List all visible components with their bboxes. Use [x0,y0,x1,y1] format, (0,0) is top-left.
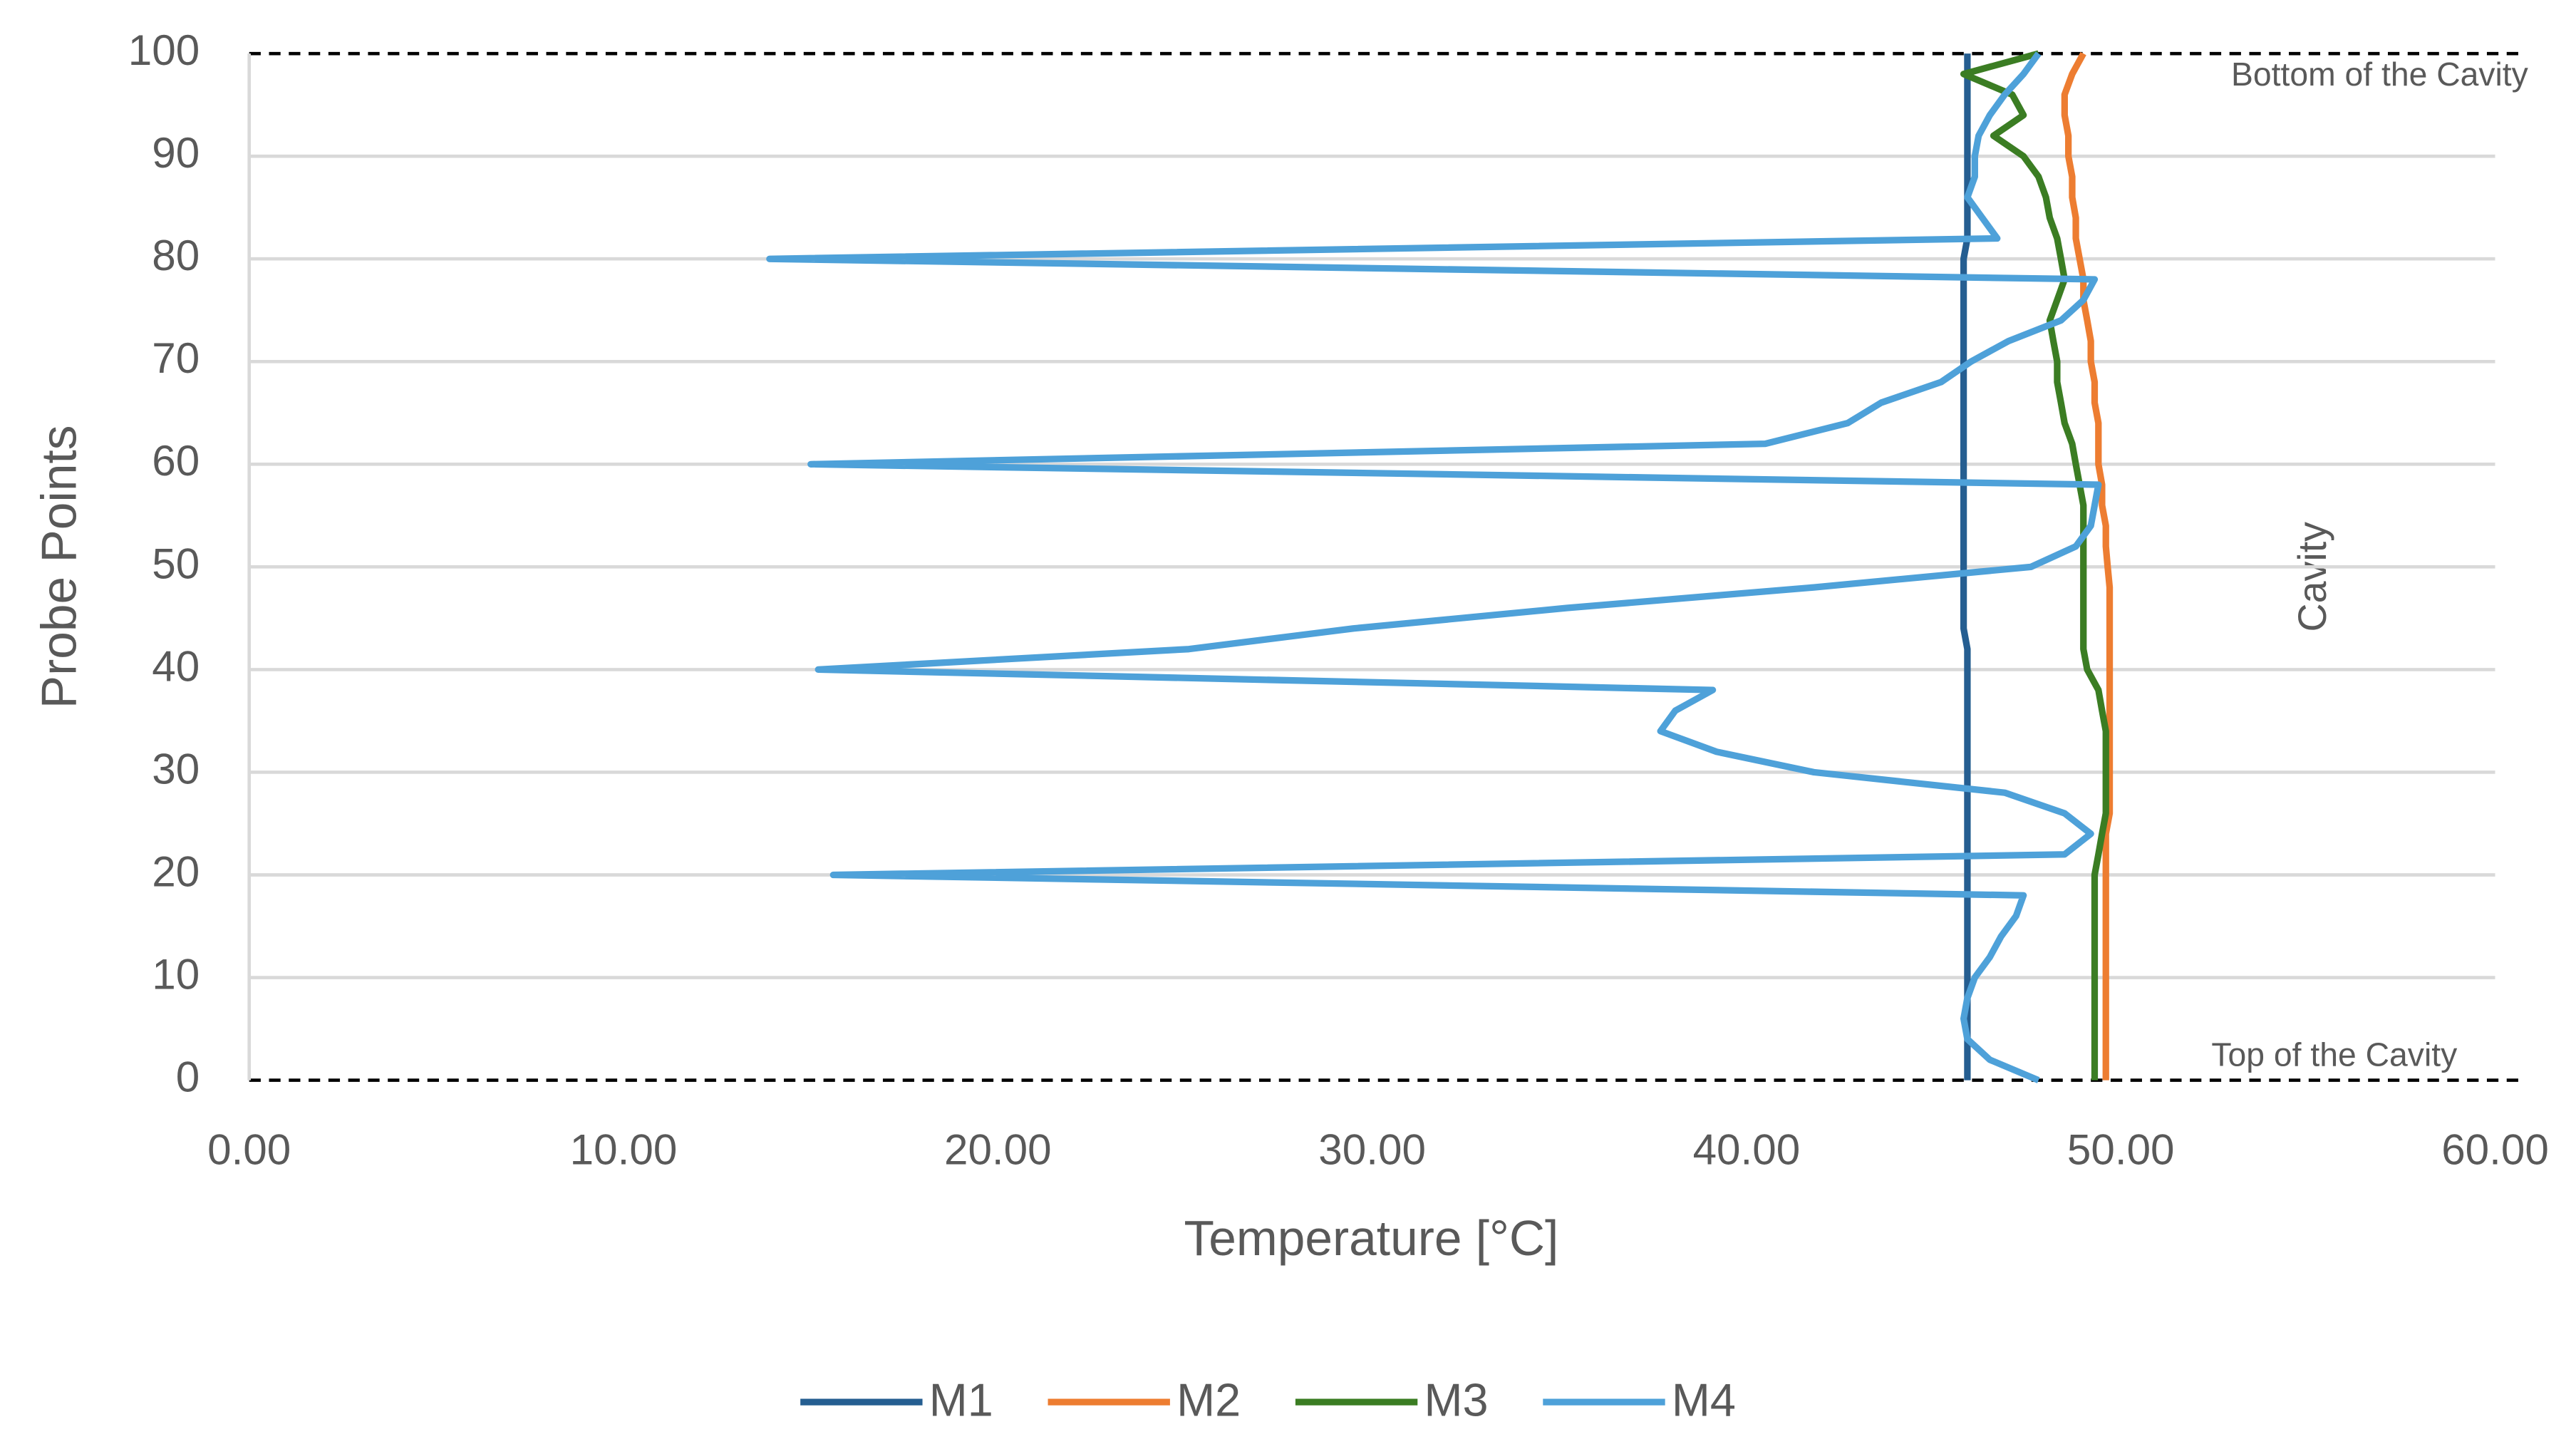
y-tick-label: 70 [152,334,200,382]
y-tick-label: 20 [152,847,200,895]
y-tick-label: 90 [152,128,200,177]
x-tick-label: 20.00 [944,1125,1052,1173]
y-tick-label: 40 [152,641,200,690]
annotation: Cavity [2290,522,2334,632]
x-tick-label: 30.00 [1318,1125,1426,1173]
y-tick-label: 10 [152,949,200,998]
y-tick-label: 0 [176,1052,200,1100]
x-tick-label: 10.00 [570,1125,678,1173]
y-tick-label: 100 [128,26,200,74]
series-line [1960,53,1971,1081]
legend-label: M3 [1424,1374,1489,1426]
annotation: Bottom of the Cavity [2231,56,2529,93]
y-tick-label: 60 [152,436,200,485]
series-line [1960,50,2109,1081]
legend-label: M1 [929,1374,993,1426]
x-tick-label: 40.00 [1693,1125,1801,1173]
y-tick-label: 80 [152,231,200,279]
x-tick-label: 60.00 [2441,1125,2549,1173]
x-tick-label: 0.00 [207,1125,291,1173]
annotation: Top of the Cavity [2211,1036,2458,1073]
x-tick-label: 50.00 [2067,1125,2175,1173]
x-axis-label: Temperature [°C] [1184,1210,1559,1266]
legend-label: M4 [1672,1374,1736,1426]
series-line [2061,51,2114,1081]
y-tick-label: 30 [152,744,200,793]
y-tick-label: 50 [152,539,200,587]
series-line [766,51,2102,1083]
legend: M1 M2 M3 M4 [800,1374,1736,1426]
legend-label: M2 [1176,1374,1241,1426]
y-axis-label: Probe Points [31,425,86,708]
